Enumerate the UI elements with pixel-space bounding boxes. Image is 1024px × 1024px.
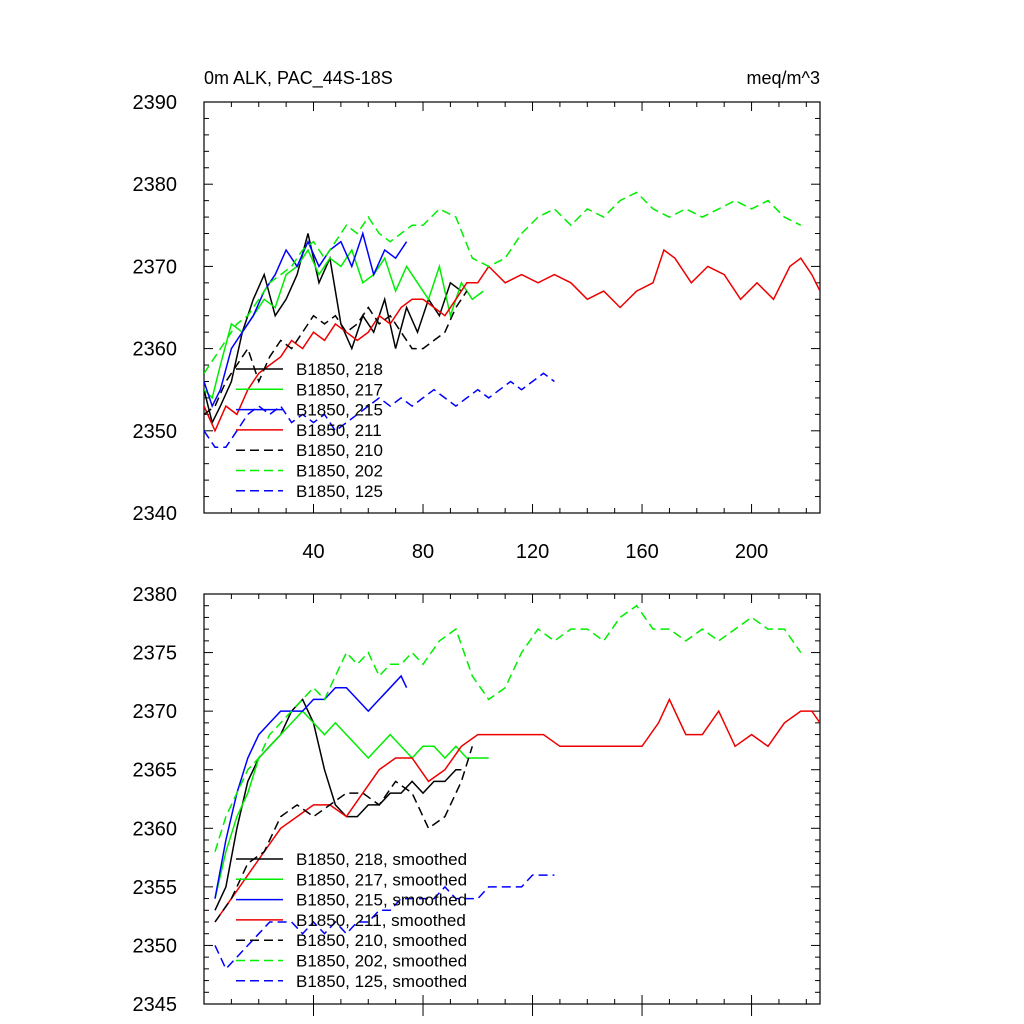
legend-label-3: B1850, 215, smoothed xyxy=(296,891,467,910)
y-tick-label: 2355 xyxy=(133,877,178,899)
legend-label-7: B1850, 125 xyxy=(296,482,383,501)
y-tick-label: 2360 xyxy=(133,818,178,840)
chart-units: meq/m^3 xyxy=(747,68,820,88)
series-line-6 xyxy=(204,191,802,374)
plot-frame xyxy=(203,593,821,1005)
series-line-3 xyxy=(214,674,408,899)
series-line-4 xyxy=(214,697,820,923)
legend-label-4: B1850, 211 xyxy=(296,421,382,440)
series-line-2 xyxy=(214,709,489,899)
y-tick-label: 2380 xyxy=(133,584,178,606)
legend-label-1: B1850, 218 xyxy=(296,360,383,379)
series-line-4 xyxy=(204,248,820,433)
y-tick-label: 2345 xyxy=(133,994,178,1016)
y-tick-label: 2390 xyxy=(133,92,178,114)
y-tick-label: 2370 xyxy=(133,701,178,723)
y-tick-label: 2365 xyxy=(133,760,178,782)
legend-label-6: B1850, 202, smoothed xyxy=(296,952,467,971)
x-tick-label: 80 xyxy=(412,541,434,563)
series-line-5 xyxy=(204,290,468,415)
y-tick-label: 2380 xyxy=(133,174,178,196)
series-line-3 xyxy=(204,230,408,409)
y-tick-label: 2340 xyxy=(133,503,178,525)
series-line-5 xyxy=(214,746,474,923)
legend-label-5: B1850, 210, smoothed xyxy=(296,931,467,950)
plot-frame xyxy=(203,101,821,514)
series-line-6 xyxy=(214,604,802,852)
y-tick-label: 2375 xyxy=(133,643,178,665)
x-tick-label: 120 xyxy=(516,541,549,563)
y-tick-label: 2350 xyxy=(133,935,178,957)
x-tick-label: 160 xyxy=(625,541,658,563)
legend-label-2: B1850, 217, smoothed xyxy=(296,870,467,889)
x-tick-label: 40 xyxy=(302,541,324,563)
legend-label-5: B1850, 210 xyxy=(296,441,383,460)
legend-label-1: B1850, 218, smoothed xyxy=(296,850,467,869)
chart-title: 0m ALK, PAC_44S-18S xyxy=(204,68,393,89)
y-tick-label: 2370 xyxy=(133,256,178,278)
x-tick-label: 200 xyxy=(735,541,768,563)
legend-label-2: B1850, 217 xyxy=(296,380,383,399)
y-tick-label: 2360 xyxy=(133,339,178,361)
chart-panel-2: 2345 2350 2355 2360 2365 2370 2375 2380 B1850, 2… xyxy=(133,584,821,1016)
legend-label-6: B1850, 202 xyxy=(296,462,383,481)
legend-label-4: B1850, 211, smoothed xyxy=(296,911,466,930)
series-line-7 xyxy=(214,874,555,971)
legend-label-7: B1850, 125, smoothed xyxy=(296,972,467,991)
chart-panel-1: 0m ALK, PAC_44S-18S meq/m^3 2340 2350 2360 23… xyxy=(133,68,821,563)
legend-label-3: B1850, 215 xyxy=(296,401,383,420)
y-tick-label: 2350 xyxy=(133,421,178,443)
